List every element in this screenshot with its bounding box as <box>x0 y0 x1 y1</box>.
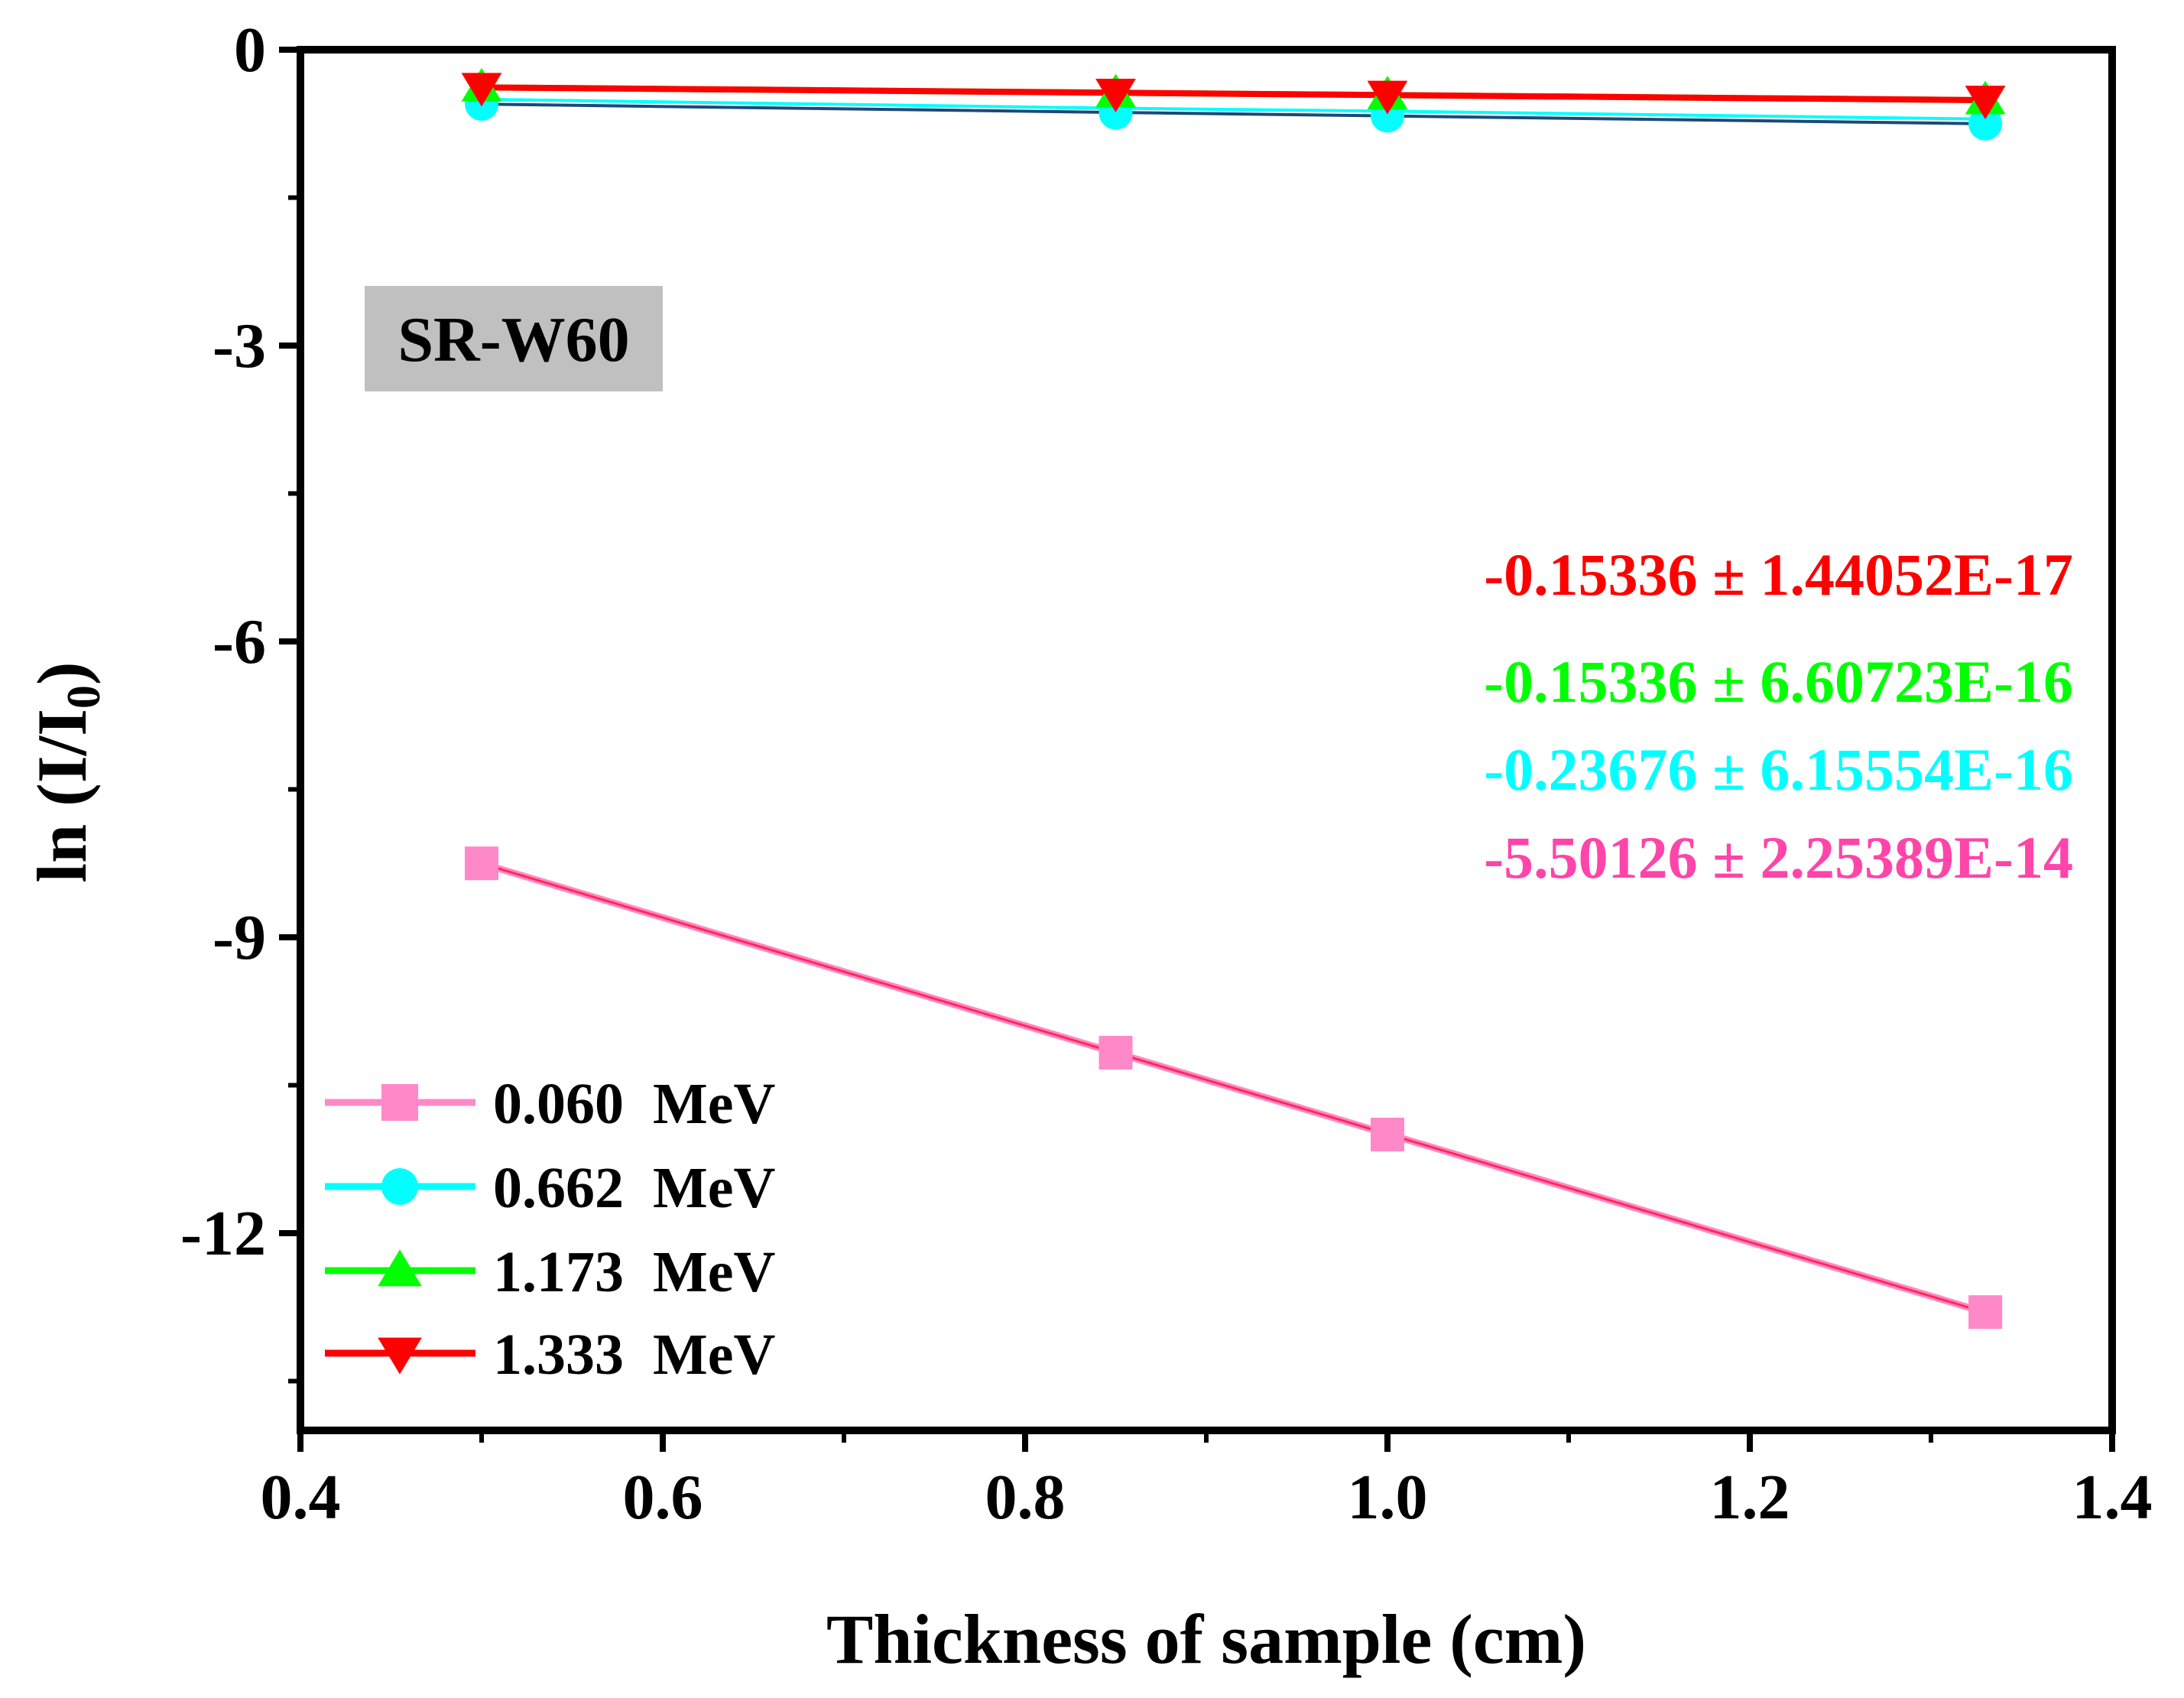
legend-marker <box>378 1337 422 1375</box>
x-tick-label: 1.2 <box>1710 1462 1790 1533</box>
data-point <box>461 73 502 107</box>
y-tick-label: -12 <box>180 1198 266 1269</box>
legend: 0.060 MeV 0.662 MeV 1.173 MeV 1.333 MeV <box>325 1072 775 1387</box>
data-point <box>1965 86 2006 120</box>
legend-label: 0.060 MeV <box>493 1072 775 1136</box>
sample-label-box: SR-W60 <box>365 286 663 391</box>
data-point <box>1968 106 2003 141</box>
y-tick-label: -6 <box>213 606 266 677</box>
series-line <box>481 97 1986 121</box>
x-tick-label: 0.4 <box>261 1462 341 1533</box>
fit-line <box>481 102 1986 125</box>
y-axis-title-main: ln (I/I <box>23 709 101 883</box>
data-point <box>1367 80 1408 115</box>
fit-annotation: -5.50126 ± 2.25389E-14 <box>1484 824 2073 891</box>
x-tick-label: 1.4 <box>2072 1462 2153 1533</box>
x-tick-label: 0.6 <box>623 1462 703 1533</box>
y-axis-title: ln (I/I0) <box>23 661 110 882</box>
x-axis-ticks: 0.4 0.6 0.8 1.0 1.2 1.4 <box>261 1430 2153 1533</box>
legend-label: 1.173 MeV <box>493 1240 775 1304</box>
data-point <box>1098 1035 1133 1070</box>
data-point <box>1968 1295 2003 1330</box>
y-tick-label: 0 <box>234 15 266 86</box>
fit-line <box>481 862 1986 1314</box>
fit-line <box>481 84 1986 103</box>
fit-annotation: -0.23676 ± 6.15554E-16 <box>1484 736 2073 803</box>
legend-label: 1.333 MeV <box>493 1323 775 1387</box>
x-tick-label: 0.8 <box>985 1462 1066 1533</box>
fit-annotation: -0.15336 ± 6.60723E-16 <box>1484 648 2073 715</box>
sample-label: SR-W60 <box>398 304 629 375</box>
legend-label: 0.662 MeV <box>493 1156 775 1220</box>
fit-annotations: -0.15336 ± 1.44052E-17 -0.15336 ± 6.60723… <box>1484 541 2073 891</box>
fit-lines <box>480 84 1987 1316</box>
y-axis-ticks: 0 -3 -6 -9 -12 <box>180 15 300 1384</box>
data-markers <box>461 67 2006 1330</box>
legend-marker <box>381 1084 418 1121</box>
y-axis-title-end: ) <box>23 661 101 685</box>
legend-marker <box>378 1249 422 1287</box>
y-axis-title-subscript: 0 <box>58 685 110 709</box>
x-axis-title: Thickness of sample (cm) <box>826 1600 1586 1678</box>
data-point <box>1095 79 1136 113</box>
sample-label-background <box>365 286 663 391</box>
fit-annotation: -0.15336 ± 1.44052E-17 <box>1484 541 2073 608</box>
y-tick-label: -3 <box>213 310 266 381</box>
data-point <box>465 846 498 881</box>
y-tick-label: -9 <box>213 902 266 973</box>
x-tick-label: 1.0 <box>1348 1462 1428 1533</box>
legend-marker <box>381 1168 418 1205</box>
data-point <box>1371 1118 1404 1151</box>
